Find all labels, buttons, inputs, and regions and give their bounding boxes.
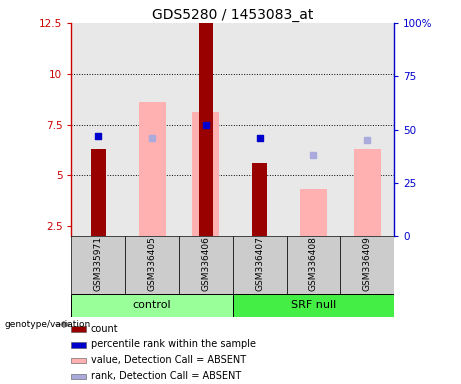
Point [364,137,371,143]
Text: SRF null: SRF null [291,300,336,310]
Bar [340,236,394,294]
Bar [199,23,213,236]
Bar [71,374,86,379]
Bar [287,236,340,294]
Text: GSM336407: GSM336407 [255,237,264,291]
Bar [125,236,179,294]
Point [310,152,317,158]
Text: control: control [133,300,171,310]
Bar [71,326,86,332]
Text: GSM336409: GSM336409 [363,237,372,291]
Bar [233,236,287,294]
Bar [252,163,267,236]
Bar [71,294,233,317]
Point [202,122,210,128]
Title: GDS5280 / 1453083_at: GDS5280 / 1453083_at [152,8,313,22]
Bar [354,149,381,236]
Bar [193,113,219,236]
Text: rank, Detection Call = ABSENT: rank, Detection Call = ABSENT [90,371,241,381]
Bar [91,149,106,236]
Text: GSM336408: GSM336408 [309,237,318,291]
Text: percentile rank within the sample: percentile rank within the sample [90,339,255,349]
Text: GSM336406: GSM336406 [201,237,210,291]
Bar [71,358,86,363]
Text: count: count [90,324,118,334]
Text: GSM335971: GSM335971 [94,236,103,291]
Bar [139,102,165,236]
Bar [71,236,125,294]
Text: GSM336405: GSM336405 [148,237,157,291]
Point [256,135,263,141]
Point [148,135,156,141]
Bar [300,189,327,236]
Point [95,133,102,139]
Text: genotype/variation: genotype/variation [5,320,91,329]
Bar [71,342,86,348]
Bar [179,236,233,294]
Bar [233,294,394,317]
Text: value, Detection Call = ABSENT: value, Detection Call = ABSENT [90,355,246,365]
